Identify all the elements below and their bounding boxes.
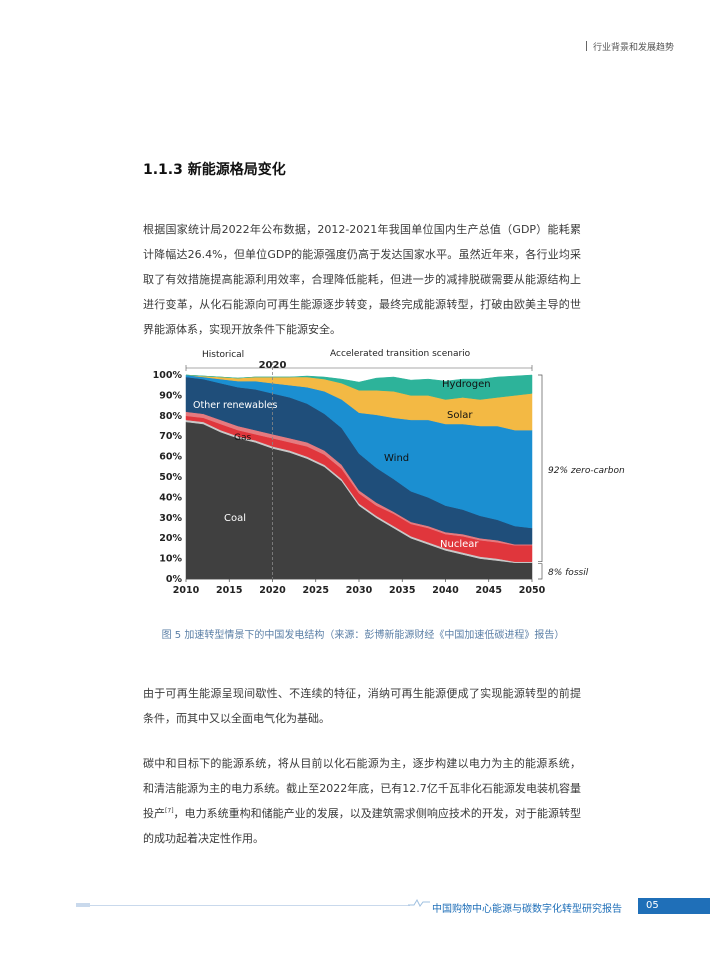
series-label-nuclear: Nuclear	[440, 539, 479, 550]
label-fossil: 8% fossil	[548, 568, 589, 578]
label-2020: 2020	[259, 360, 287, 371]
paragraph-renewable-intermittency: 由于可再生能源呈现间歇性、不连续的特征，消纳可再生能源便成了实现能源转型的前提条…	[143, 687, 581, 725]
header-divider	[586, 41, 587, 51]
section-title: 1.1.3 新能源格局变化	[143, 162, 286, 178]
y-tick-40pct: 40%	[159, 492, 182, 503]
x-tick-2035: 2035	[389, 585, 415, 596]
y-tick-100pct: 100%	[153, 370, 183, 381]
x-tick-2040: 2040	[432, 585, 459, 596]
y-tick-90pct: 90%	[159, 390, 182, 401]
label-historical: Historical	[202, 350, 244, 360]
label-scenario: Accelerated transition scenario	[330, 349, 471, 359]
series-label-other-renewables: Other renewables	[193, 400, 278, 411]
page-number: 05	[638, 898, 710, 914]
y-tick-60pct: 60%	[159, 452, 182, 463]
footer-wave-icon	[408, 898, 430, 907]
p3-text-after: ，电力系统重构和储能产业的发展，以及建筑需求侧响应技术的开发，对于能源转型的成功…	[143, 807, 582, 845]
area-hydrogen-7	[185, 374, 533, 400]
header-section-tag: 行业背景和发展趋势	[586, 40, 674, 53]
reference-marker: [7]	[165, 807, 174, 815]
y-tick-70pct: 70%	[159, 431, 182, 442]
stacked-area-chart-svg: Historical Accelerated transition scenari…	[153, 349, 625, 596]
x-tick-2020: 2020	[259, 585, 286, 596]
figure-caption: 图 5 加速转型情景下的中国发电结构（来源：彭博新能源财经《中国加速低碳进程》报…	[161, 630, 565, 641]
header-section-label: 行业背景和发展趋势	[593, 43, 675, 53]
y-tick-20pct: 20%	[159, 533, 182, 544]
series-label-coal: Coal	[224, 513, 246, 524]
series-label-gas: Gas	[234, 433, 251, 443]
x-tick-2030: 2030	[346, 585, 373, 596]
series-label-solar: Solar	[447, 410, 473, 421]
x-tick-2010: 2010	[173, 585, 200, 596]
x-tick-2025: 2025	[303, 585, 329, 596]
paragraph-energy-intensity: 根据国家统计局2022年公布数据，2012-2021年我国单位国内生产总值（GD…	[143, 223, 581, 336]
y-tick-80pct: 80%	[159, 411, 182, 422]
x-tick-2015: 2015	[216, 585, 242, 596]
series-label-wind: Wind	[384, 453, 409, 464]
p3-text-before: 碳中和目标下的能源系统，将从目前以化石能源为主，逐步构建以电力为主的能源系统，和…	[143, 757, 581, 820]
label-zero-carbon: 92% zero-carbon	[548, 466, 625, 476]
power-generation-chart: Historical Accelerated transition scenari…	[150, 340, 645, 605]
x-tick-2045: 2045	[476, 585, 502, 596]
paragraph-carbon-neutral-system: 碳中和目标下的能源系统，将从目前以化石能源为主，逐步构建以电力为主的能源系统，和…	[143, 751, 581, 851]
footer-report-title: 中国购物中心能源与碳数字化转型研究报告	[432, 904, 622, 915]
y-tick-50pct: 50%	[159, 472, 182, 483]
series-label-hydrogen: Hydrogen	[442, 379, 491, 390]
bracket-zero-carbon	[538, 374, 543, 563]
y-tick-0pct: 0%	[166, 574, 183, 585]
y-tick-30pct: 30%	[159, 513, 182, 524]
x-tick-2050: 2050	[519, 585, 546, 596]
footer-divider-line	[76, 905, 410, 906]
bracket-fossil	[538, 563, 543, 580]
y-tick-10pct: 10%	[159, 554, 182, 565]
